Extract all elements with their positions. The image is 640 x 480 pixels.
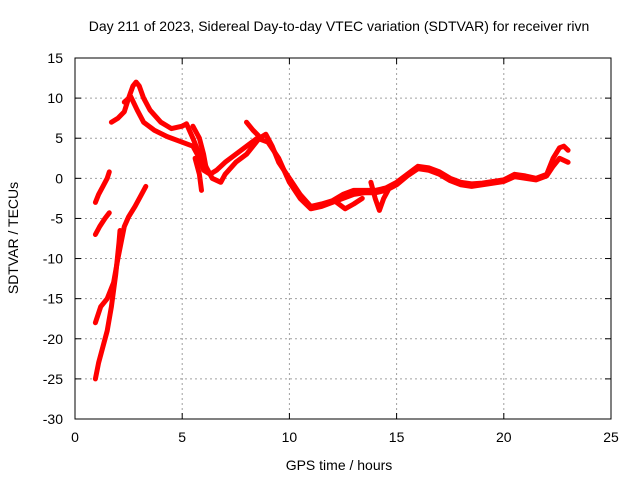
- y-tick-label: 10: [47, 90, 63, 106]
- y-tick-label: 0: [55, 170, 63, 186]
- series-line: [334, 195, 365, 212]
- x-tick-label: 20: [496, 429, 512, 445]
- x-axis-title: GPS time / hours: [286, 457, 393, 473]
- y-tick-label: -30: [43, 411, 63, 427]
- y-axis-title: SDTVAR / TECUs: [5, 182, 21, 294]
- series-line: [368, 179, 391, 213]
- series-line: [92, 183, 149, 326]
- series-line: [92, 169, 112, 205]
- x-tick-label: 0: [71, 429, 79, 445]
- x-tick-label: 15: [389, 429, 405, 445]
- x-tick-label: 10: [282, 429, 298, 445]
- series-line: [190, 123, 209, 169]
- y-tick-label: -15: [43, 291, 63, 307]
- series-line: [244, 119, 262, 140]
- y-tick-label: 5: [55, 130, 63, 146]
- y-tick-label: -20: [43, 331, 63, 347]
- y-tick-label: -25: [43, 371, 63, 387]
- series-line: [92, 228, 123, 382]
- series-line: [92, 210, 112, 237]
- chart-title: Day 211 of 2023, Sidereal Day-to-day VTE…: [89, 18, 590, 34]
- x-tick-label: 25: [603, 429, 619, 445]
- ticks: 0 5 10 15 20 25 15 10 5 0 -5 -10 -15 -20 -25 -30: [43, 50, 619, 445]
- y-tick-label: 15: [47, 50, 63, 66]
- y-tick-label: -5: [51, 210, 64, 226]
- plot-frame: [74, 57, 612, 420]
- y-tick-label: -10: [43, 251, 63, 267]
- series-line: [192, 155, 204, 193]
- x-tick-label: 5: [178, 429, 186, 445]
- grid: [75, 58, 611, 419]
- series-layer: [92, 79, 571, 382]
- series-line: [108, 79, 571, 209]
